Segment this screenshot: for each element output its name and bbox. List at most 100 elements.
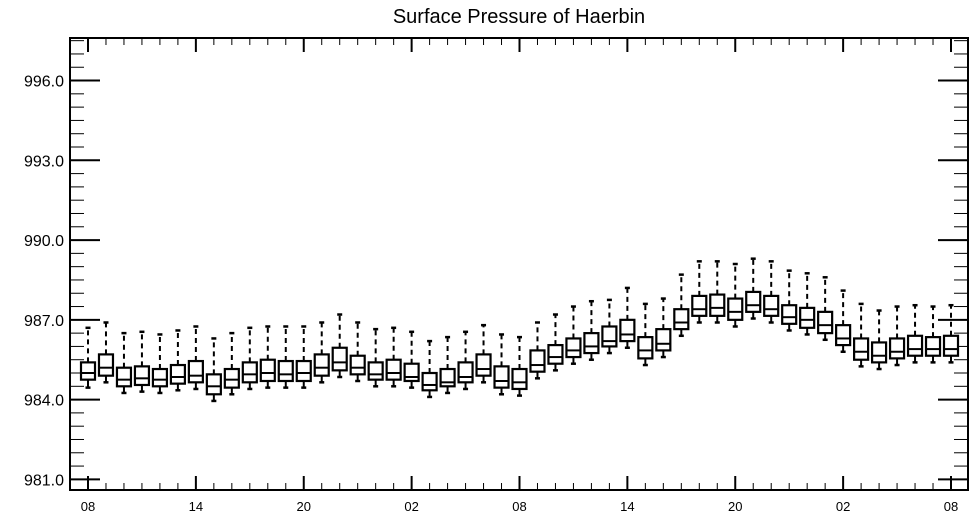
x-tick-label: 08: [81, 499, 95, 514]
box-body: [385, 358, 402, 381]
y-tick-label: 981.0: [24, 472, 64, 489]
x-tick-label: 08: [944, 499, 958, 514]
box-body: [421, 371, 438, 392]
box-series: [79, 257, 960, 403]
box: [817, 276, 834, 342]
box: [277, 325, 294, 389]
box-body: [781, 304, 798, 325]
box-body: [853, 337, 870, 361]
box: [169, 329, 186, 392]
box: [439, 335, 456, 395]
box: [259, 325, 276, 389]
box-body: [349, 354, 366, 376]
box: [691, 260, 708, 324]
box-body: [565, 337, 582, 359]
y-tick-label: 984.0: [24, 393, 64, 410]
box-body: [673, 308, 690, 331]
box: [97, 321, 115, 384]
y-tick-label: 987.0: [24, 313, 64, 330]
box-body: [151, 367, 169, 388]
box-body: [924, 336, 942, 357]
x-tick-label: 02: [404, 499, 418, 514]
box-body: [942, 334, 960, 357]
box-body: [870, 341, 888, 364]
box-body: [205, 373, 222, 396]
box-body: [691, 294, 708, 317]
box-body: [817, 310, 834, 335]
box-body: [277, 359, 294, 383]
box-body: [727, 297, 744, 321]
box-body: [583, 332, 600, 355]
plot-frame: [69, 37, 969, 491]
x-tick-label: 20: [297, 499, 311, 514]
box-body: [457, 361, 474, 384]
box-body: [493, 365, 510, 389]
box-body: [169, 363, 186, 385]
box-body: [835, 324, 852, 347]
box-body: [601, 325, 618, 348]
box-body: [637, 336, 654, 360]
box-body: [79, 361, 97, 381]
x-tick-label: 02: [836, 499, 850, 514]
box: [637, 302, 654, 367]
box: [493, 333, 510, 396]
box: [133, 330, 151, 393]
x-tick-label: 14: [189, 499, 203, 514]
box-body: [295, 359, 312, 383]
box-body: [709, 293, 726, 317]
box-body: [745, 290, 762, 313]
x-tick-label: 08: [512, 499, 526, 514]
box: [870, 309, 888, 371]
box-body: [475, 353, 492, 377]
chart-title: Surface Pressure of Haerbin: [393, 6, 645, 28]
box: [763, 260, 780, 324]
box: [853, 302, 870, 368]
y-tick-label: 990.0: [24, 233, 64, 250]
box: [583, 299, 600, 361]
box: [187, 325, 204, 391]
box: [511, 335, 528, 397]
box-body: [547, 343, 564, 365]
box: [565, 305, 582, 365]
box: [457, 330, 474, 391]
box-body: [259, 358, 276, 383]
box-body: [906, 334, 924, 357]
box-body: [655, 328, 672, 352]
box-body: [799, 306, 816, 329]
box: [942, 303, 960, 364]
box: [529, 321, 546, 380]
box: [205, 337, 222, 403]
box-body: [331, 346, 348, 372]
box: [781, 269, 798, 332]
box: [421, 339, 438, 399]
box: [888, 305, 906, 367]
y-tick-label: 993.0: [24, 153, 64, 170]
box-body: [763, 294, 780, 317]
box: [924, 305, 942, 364]
box-body: [529, 349, 546, 373]
box: [799, 272, 816, 336]
box-body: [313, 353, 330, 377]
box: [385, 326, 402, 388]
box-body: [403, 362, 420, 383]
box: [367, 327, 384, 388]
box: [835, 289, 852, 353]
axis-ticks: 981.0 984.0 987.0 990.0 993.0 996.0 08 14 20 02 08…: [24, 38, 968, 514]
box-body: [241, 361, 258, 384]
box: [223, 331, 240, 396]
box-body: [439, 367, 456, 388]
box: [79, 326, 97, 389]
box: [403, 330, 420, 389]
box-body: [888, 337, 906, 360]
box: [331, 313, 348, 379]
box-body: [97, 353, 115, 377]
box: [673, 273, 690, 338]
box: [619, 286, 636, 350]
box-body: [223, 367, 240, 389]
x-tick-label: 14: [620, 499, 634, 514]
box: [709, 260, 726, 324]
box-body: [115, 366, 133, 388]
box: [241, 326, 258, 391]
box: [295, 325, 312, 389]
